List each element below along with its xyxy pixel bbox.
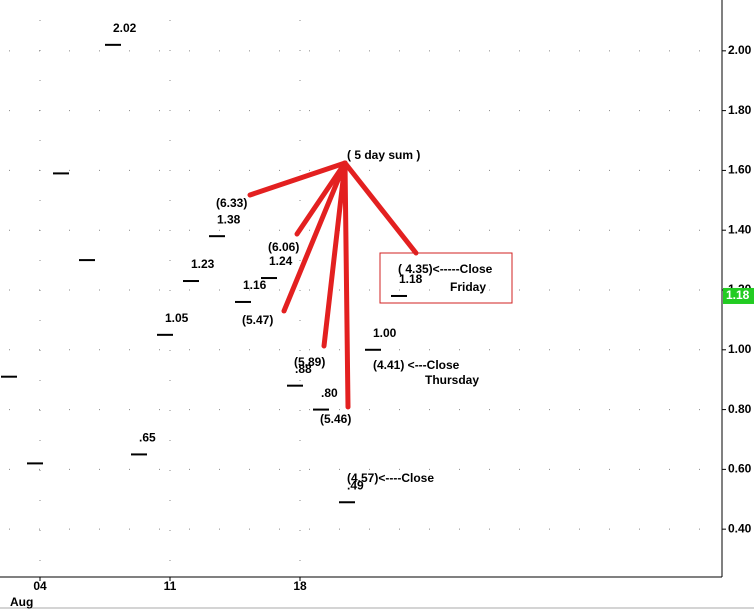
- y-tick-label: 0.60: [728, 462, 752, 476]
- y-tick-label: 1.40: [728, 222, 752, 236]
- y-tick-label: 1.00: [728, 342, 752, 356]
- x-axis-month: Aug: [10, 595, 33, 609]
- arrow-line: [342, 160, 419, 256]
- annotation: Friday: [450, 280, 486, 294]
- last-value-label: 1.18: [726, 288, 750, 302]
- data-label: 1.24: [269, 254, 293, 268]
- x-tick-label: 11: [164, 579, 177, 593]
- y-tick-label: 0.80: [728, 402, 752, 416]
- data-label: .80: [321, 386, 338, 400]
- data-label: 1.05: [165, 311, 189, 325]
- annotation: (5.46): [320, 412, 351, 426]
- annotation: ( 4.35)<-----Close: [398, 262, 493, 276]
- annotation: (5.47): [242, 313, 273, 327]
- data-label: 1.00: [373, 326, 397, 340]
- arrow-line: [294, 160, 348, 237]
- arrow-line: [281, 160, 348, 314]
- arrow-line: [247, 160, 348, 198]
- arrow-line: [321, 160, 348, 349]
- data-label: 1.18: [399, 272, 423, 286]
- annotation: (4.41) <---Close: [373, 358, 460, 372]
- arrow-line: [342, 160, 351, 410]
- annotation: ( 5 day sum ): [347, 148, 420, 162]
- data-label: 1.16: [243, 278, 267, 292]
- data-label: .65: [139, 431, 156, 445]
- data-label: 2.02: [113, 21, 137, 35]
- data-label: 1.38: [217, 212, 241, 226]
- y-tick-label: 1.60: [728, 163, 752, 177]
- data-label: 1.23: [191, 257, 215, 271]
- last-value-tag: [723, 287, 754, 304]
- annotation: (5.89): [294, 355, 325, 369]
- friday-box: [379, 252, 513, 304]
- annotation: (4.57)<----Close: [347, 471, 434, 485]
- data-label: .88: [295, 362, 312, 376]
- data-label: .49: [347, 478, 364, 492]
- y-tick-label: 0.40: [728, 521, 752, 535]
- annotation: (6.33): [216, 196, 247, 210]
- x-tick-label: 04: [33, 579, 47, 593]
- annotation: Thursday: [425, 373, 479, 387]
- annotation-lines: [247, 160, 419, 410]
- x-tick-label: 18: [293, 579, 307, 593]
- y-tick-label: 1.80: [728, 103, 752, 117]
- y-tick-label: 2.00: [728, 43, 752, 57]
- annotation: (6.06): [268, 240, 299, 254]
